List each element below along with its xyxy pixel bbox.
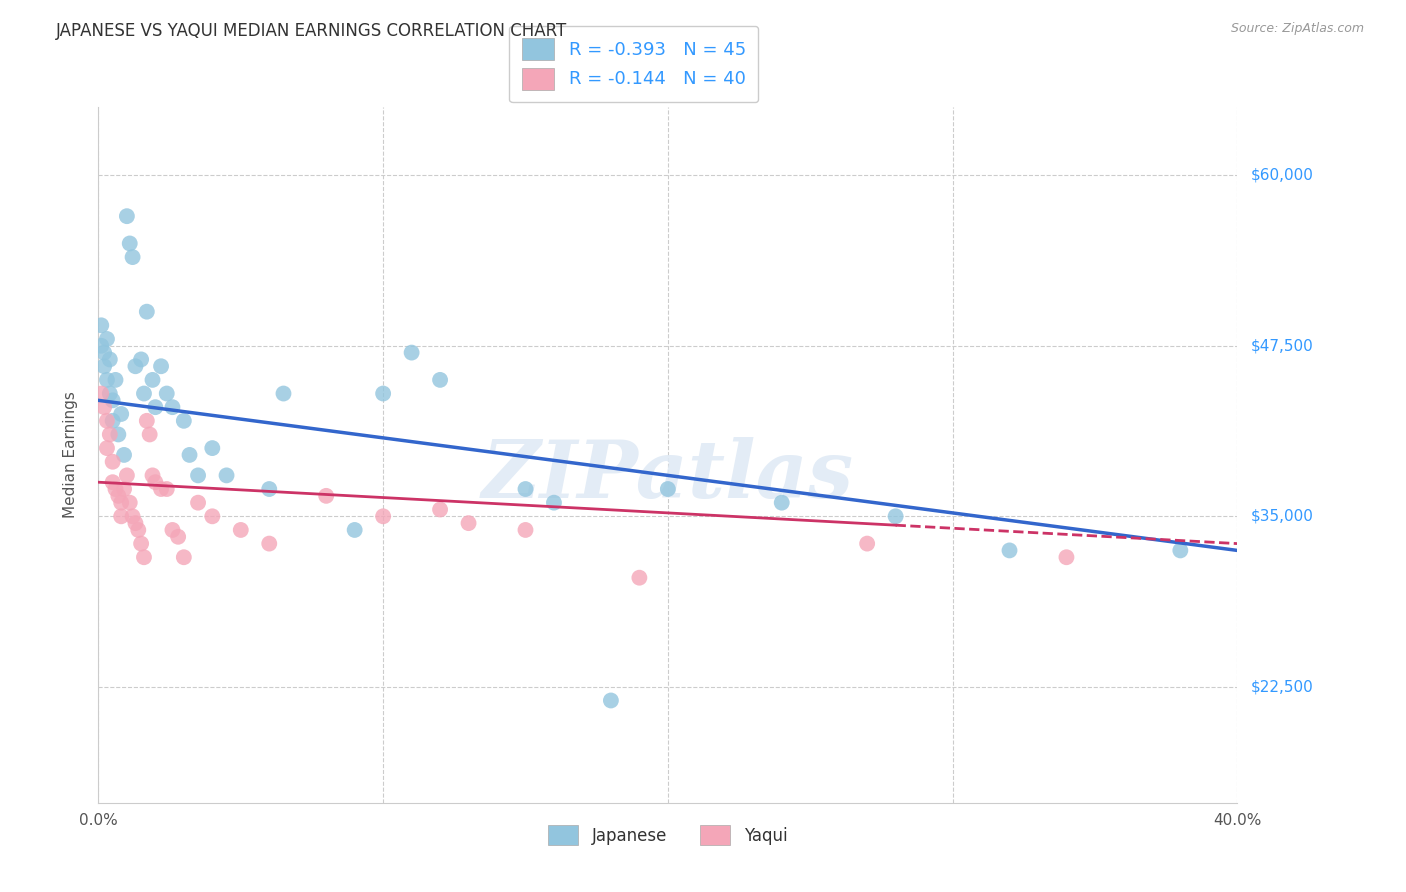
Point: [543, 496, 565, 510]
Point: [101, 414, 124, 428]
Point: [107, 427, 129, 442]
Point: [93, 400, 115, 414]
Point: [112, 482, 135, 496]
Point: [156, 386, 179, 401]
Point: [129, 536, 152, 550]
Point: [1056, 550, 1078, 565]
Point: [124, 359, 146, 374]
Point: [96, 414, 118, 428]
Point: [429, 373, 451, 387]
Point: [167, 530, 190, 544]
Point: [173, 550, 195, 565]
Point: [600, 693, 623, 707]
Point: [343, 523, 366, 537]
Point: [121, 509, 143, 524]
Point: [401, 345, 423, 359]
Point: [110, 407, 132, 421]
Point: [457, 516, 479, 530]
Point: [135, 304, 157, 318]
Point: [115, 209, 138, 223]
Text: ZIPatlas: ZIPatlas: [482, 437, 853, 515]
Point: [115, 468, 138, 483]
Point: [93, 345, 115, 359]
Point: [150, 359, 173, 374]
Point: [98, 427, 121, 442]
Point: [121, 250, 143, 264]
Point: [315, 489, 337, 503]
Point: [173, 414, 195, 428]
Point: [96, 332, 118, 346]
Legend: Japanese, Yaqui: Japanese, Yaqui: [537, 814, 799, 857]
Point: [229, 523, 252, 537]
Point: [90, 339, 112, 353]
Point: [98, 386, 121, 401]
Text: $22,500: $22,500: [1251, 680, 1315, 694]
Point: [145, 400, 167, 414]
Point: [127, 523, 149, 537]
Point: [101, 475, 124, 490]
Point: [145, 475, 167, 490]
Point: [107, 489, 129, 503]
Point: [657, 482, 679, 496]
Point: [998, 543, 1021, 558]
Point: [132, 386, 155, 401]
Point: [856, 536, 879, 550]
Point: [273, 386, 295, 401]
Text: $35,000: $35,000: [1251, 508, 1315, 524]
Point: [98, 352, 121, 367]
Point: [110, 509, 132, 524]
Point: [90, 318, 112, 333]
Point: [112, 448, 135, 462]
Point: [124, 516, 146, 530]
Point: [104, 482, 127, 496]
Point: [770, 496, 793, 510]
Point: [156, 482, 179, 496]
Point: [132, 550, 155, 565]
Point: [259, 482, 281, 496]
Point: [515, 482, 537, 496]
Point: [373, 386, 395, 401]
Point: [96, 441, 118, 455]
Point: [884, 509, 907, 524]
Point: [373, 509, 395, 524]
Point: [101, 455, 124, 469]
Text: $60,000: $60,000: [1251, 168, 1315, 183]
Point: [150, 482, 173, 496]
Text: JAPANESE VS YAQUI MEDIAN EARNINGS CORRELATION CHART: JAPANESE VS YAQUI MEDIAN EARNINGS CORREL…: [56, 22, 568, 40]
Point: [96, 373, 118, 387]
Point: [129, 352, 152, 367]
Y-axis label: Median Earnings: Median Earnings: [63, 392, 77, 518]
Point: [90, 386, 112, 401]
Point: [1170, 543, 1192, 558]
Point: [515, 523, 537, 537]
Point: [179, 448, 201, 462]
Point: [138, 427, 160, 442]
Point: [259, 536, 281, 550]
Point: [201, 509, 224, 524]
Point: [110, 496, 132, 510]
Point: [162, 400, 184, 414]
Point: [162, 523, 184, 537]
Point: [141, 468, 163, 483]
Point: [628, 571, 651, 585]
Point: [187, 496, 209, 510]
Point: [187, 468, 209, 483]
Point: [141, 373, 163, 387]
Point: [93, 359, 115, 374]
Point: [429, 502, 451, 516]
Text: $47,500: $47,500: [1251, 338, 1315, 353]
Text: Source: ZipAtlas.com: Source: ZipAtlas.com: [1230, 22, 1364, 36]
Point: [201, 441, 224, 455]
Point: [215, 468, 238, 483]
Point: [104, 373, 127, 387]
Point: [101, 393, 124, 408]
Point: [118, 236, 141, 251]
Point: [118, 496, 141, 510]
Point: [135, 414, 157, 428]
